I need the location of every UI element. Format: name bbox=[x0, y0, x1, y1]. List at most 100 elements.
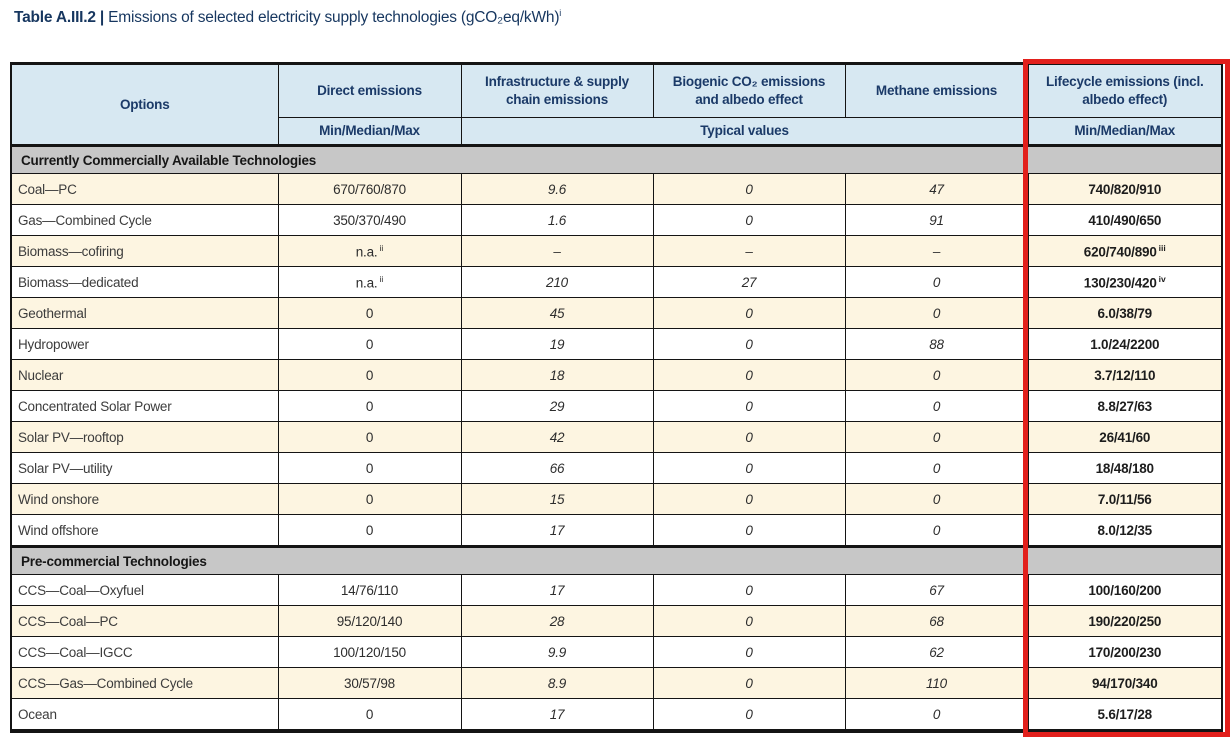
cell-methane: 0 bbox=[844, 698, 1029, 732]
cell-infrastructure: 42 bbox=[460, 421, 654, 453]
cell-infrastructure: 19 bbox=[460, 328, 654, 360]
table-row: CCS—Coal—PC 95/120/140 28 0 68 190/220/250 bbox=[10, 605, 1223, 637]
cell-methane: 47 bbox=[844, 173, 1029, 205]
cell-methane: 0 bbox=[844, 483, 1029, 515]
cell-biogenic: 0 bbox=[652, 514, 846, 547]
caption-footnote-marker: i bbox=[559, 8, 562, 18]
cell-biogenic: 0 bbox=[652, 204, 846, 236]
subheader-typical-values: Typical values bbox=[460, 117, 1029, 147]
cell-direct-emissions: 0 bbox=[277, 514, 462, 547]
table-row: Ocean 0 17 0 0 5.6/17/28 bbox=[10, 698, 1223, 732]
cell-infrastructure: 18 bbox=[460, 359, 654, 391]
cell-biogenic: 27 bbox=[652, 266, 846, 298]
table-row: Gas—Combined Cycle 350/370/490 1.6 0 91 410/4… bbox=[10, 204, 1223, 236]
table-row: Wind offshore 0 17 0 0 8.0/12/35 bbox=[10, 514, 1223, 547]
cell-methane: 62 bbox=[844, 636, 1029, 668]
cell-biogenic: 0 bbox=[652, 667, 846, 699]
cell-lifecycle: 740/820/910 bbox=[1027, 173, 1223, 205]
cell-direct-emissions: 100/120/150 bbox=[277, 636, 462, 668]
cell-lifecycle: 190/220/250 bbox=[1027, 605, 1223, 637]
cell-methane: 0 bbox=[844, 514, 1029, 547]
cell-biogenic: 0 bbox=[652, 483, 846, 515]
emissions-table: Options Direct emissions Infrastructure … bbox=[10, 62, 1223, 733]
table-row: Nuclear 0 18 0 0 3.7/12/110 bbox=[10, 359, 1223, 391]
table-row: Solar PV—rooftop 0 42 0 0 26/41/60 bbox=[10, 421, 1223, 453]
table-row: CCS—Coal—Oxyfuel 14/76/110 17 0 67 100/160/20… bbox=[10, 574, 1223, 606]
cell-option: Wind onshore bbox=[10, 483, 279, 515]
cell-option: Solar PV—rooftop bbox=[10, 421, 279, 453]
cell-methane: 91 bbox=[844, 204, 1029, 236]
header-row-main: Options Direct emissions Infrastructure … bbox=[10, 63, 1223, 146]
cell-biogenic: 0 bbox=[652, 328, 846, 360]
col-header-infrastructure: Infrastructure & supply chain emissions bbox=[460, 63, 654, 118]
col-header-direct-emissions: Direct emissions bbox=[277, 63, 462, 118]
col-header-lifecycle: Lifecycle emissions (incl. albedo effect… bbox=[1027, 63, 1223, 118]
cell-infrastructure: 17 bbox=[460, 698, 654, 732]
cell-methane: 0 bbox=[844, 359, 1029, 391]
cell-lifecycle: 410/490/650 bbox=[1027, 204, 1223, 236]
cell-methane: 0 bbox=[844, 452, 1029, 484]
cell-direct-emissions: 350/370/490 bbox=[277, 204, 462, 236]
cell-direct-emissions: 30/57/98 bbox=[277, 667, 462, 699]
header-row-sub: Min/Median/Max Typical values Min/Median… bbox=[11, 117, 1223, 147]
cell-infrastructure: – bbox=[460, 235, 654, 267]
cell-lifecycle: 130/230/420 iv bbox=[1027, 266, 1223, 298]
footnote-marker: iv bbox=[1158, 273, 1166, 284]
cell-methane: 0 bbox=[844, 266, 1029, 298]
cell-option: Biomass—cofiring bbox=[10, 235, 279, 267]
table-row: Solar PV—utility 0 66 0 0 18/48/180 bbox=[10, 452, 1223, 484]
cell-option: Wind offshore bbox=[10, 514, 279, 547]
cell-option: CCS—Coal—Oxyfuel bbox=[10, 574, 279, 606]
col-header-options: Options bbox=[10, 63, 279, 146]
cell-lifecycle: 6.0/38/79 bbox=[1027, 297, 1223, 329]
cell-value: 130/230/420 bbox=[1083, 275, 1157, 291]
table-number: Table A.III.2 | bbox=[14, 9, 105, 27]
footnote-marker: ii bbox=[379, 273, 384, 284]
cell-option: CCS—Gas—Combined Cycle bbox=[10, 667, 279, 699]
cell-lifecycle: 26/41/60 bbox=[1027, 421, 1223, 453]
cell-infrastructure: 17 bbox=[460, 574, 654, 606]
table-caption-text: Emissions of selected electricity supply… bbox=[104, 9, 560, 27]
cell-value: n.a. bbox=[355, 275, 378, 291]
cell-biogenic: 0 bbox=[652, 574, 846, 606]
cell-biogenic: – bbox=[652, 235, 846, 267]
cell-direct-emissions: 14/76/110 bbox=[277, 574, 462, 606]
subheader-direct-min-median-max: Min/Median/Max bbox=[277, 117, 462, 147]
footnote-marker: ii bbox=[379, 242, 384, 253]
cell-infrastructure: 9.9 bbox=[460, 636, 654, 668]
cell-direct-emissions: 0 bbox=[277, 328, 462, 360]
cell-infrastructure: 66 bbox=[460, 452, 654, 484]
cell-option: Ocean bbox=[10, 698, 279, 732]
cell-value: n.a. bbox=[355, 244, 378, 260]
cell-lifecycle: 18/48/180 bbox=[1027, 452, 1223, 484]
section-header-row: Pre-commercial Technologies bbox=[10, 545, 1223, 575]
cell-option: Geothermal bbox=[10, 297, 279, 329]
cell-direct-emissions: n.a. ii bbox=[277, 266, 462, 298]
cell-methane: 110 bbox=[844, 667, 1029, 699]
cell-direct-emissions: 0 bbox=[277, 421, 462, 453]
cell-infrastructure: 29 bbox=[460, 390, 654, 422]
cell-biogenic: 0 bbox=[652, 452, 846, 484]
cell-option: Nuclear bbox=[10, 359, 279, 391]
table-row: CCS—Coal—IGCC 100/120/150 9.9 0 62 170/200/23… bbox=[10, 636, 1223, 668]
cell-biogenic: 0 bbox=[652, 297, 846, 329]
cell-biogenic: 0 bbox=[652, 421, 846, 453]
cell-lifecycle: 94/170/340 bbox=[1027, 667, 1223, 699]
table-row: Geothermal 0 45 0 0 6.0/38/79 bbox=[10, 297, 1223, 329]
cell-option: CCS—Coal—IGCC bbox=[10, 636, 279, 668]
cell-infrastructure: 8.9 bbox=[460, 667, 654, 699]
cell-direct-emissions: 0 bbox=[277, 483, 462, 515]
table-caption: Table A.III.2 | Emissions of selected el… bbox=[14, 8, 561, 27]
cell-lifecycle: 8.0/12/35 bbox=[1027, 514, 1223, 547]
cell-option: Concentrated Solar Power bbox=[10, 390, 279, 422]
cell-direct-emissions: 0 bbox=[277, 698, 462, 732]
cell-infrastructure: 17 bbox=[460, 514, 654, 547]
table-row: Hydropower 0 19 0 88 1.0/24/2200 bbox=[10, 328, 1223, 360]
cell-direct-emissions: 0 bbox=[277, 390, 462, 422]
cell-option: Hydropower bbox=[10, 328, 279, 360]
cell-direct-emissions: 0 bbox=[277, 359, 462, 391]
cell-direct-emissions: 670/760/870 bbox=[277, 173, 462, 205]
table-row: CCS—Gas—Combined Cycle 30/57/98 8.9 0 110 94/… bbox=[10, 667, 1223, 699]
cell-methane: 0 bbox=[844, 297, 1029, 329]
cell-direct-emissions: 0 bbox=[277, 297, 462, 329]
